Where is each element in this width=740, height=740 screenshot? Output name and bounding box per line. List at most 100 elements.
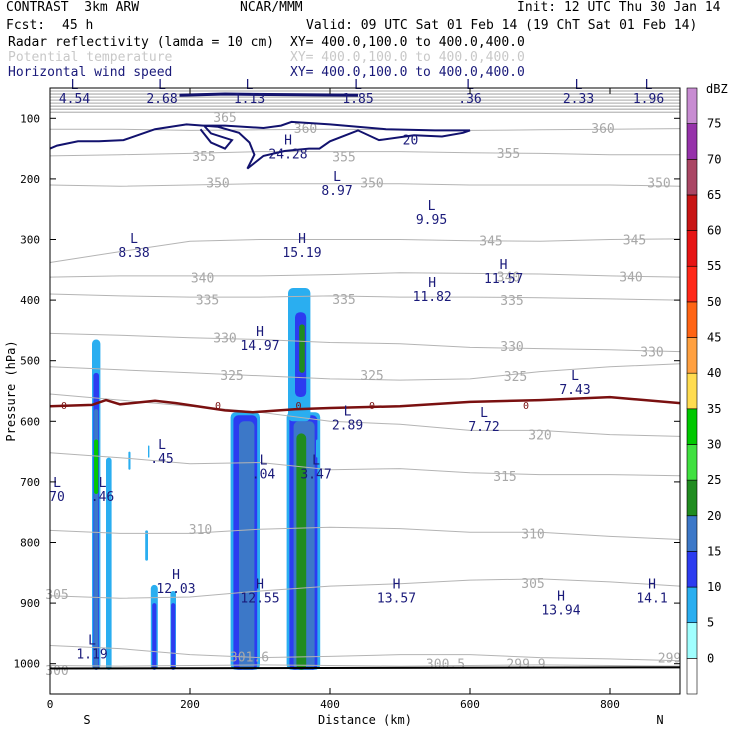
x-tick-label: 200 (180, 698, 200, 711)
colorbar-swatch (686, 87, 698, 124)
reflectivity-cell (239, 421, 255, 670)
plot-frame (49, 87, 681, 695)
extremum-letter: L (354, 78, 362, 93)
extremum-value: 1.85 (342, 92, 373, 107)
freezing-level-label: 0 (523, 401, 529, 412)
theta-label: 350 (360, 177, 383, 192)
colorbar-level-label: 55 (707, 259, 721, 273)
theta-line (49, 452, 681, 477)
extremum-letter: L (158, 438, 166, 453)
colorbar-swatch (686, 479, 698, 517)
theta-line (49, 363, 681, 381)
colorbar-level-label: 75 (707, 117, 721, 131)
extremum-letter: L (344, 405, 352, 420)
colorbar-unit: dBZ (706, 82, 728, 96)
reflectivity-cell (299, 324, 305, 373)
extremum-value: 13.57 (377, 591, 416, 606)
theta-label: 340 (619, 270, 642, 285)
extremum-value: .45 (150, 452, 173, 467)
y-tick-label: 400 (20, 294, 40, 307)
y-tick-label: 200 (20, 173, 40, 186)
extremum-letter: H (428, 276, 436, 291)
theta-label: 360 (591, 122, 614, 137)
extremum-letter: L (53, 476, 61, 491)
extremum-letter: L (130, 232, 138, 247)
y-tick-label: 800 (20, 537, 40, 550)
theta-line (49, 332, 681, 353)
theta-line (49, 272, 681, 278)
theta-label: 305 (45, 588, 68, 603)
ground-line (49, 666, 681, 670)
colorbar-swatch (686, 337, 698, 374)
freezing-level-line (49, 395, 681, 414)
extremum-value: .36 (458, 92, 481, 107)
x-axis-title: Distance (km) (318, 713, 412, 727)
extremum-value: 4.54 (59, 92, 90, 107)
theta-label: 355 (332, 150, 355, 165)
extremum-value: 11.82 (413, 290, 452, 305)
colorbar-level-label: 45 (707, 331, 721, 345)
theta-label: 355 (192, 150, 215, 165)
theta-label: 310 (189, 523, 212, 538)
extremum-value: 13.94 (541, 603, 580, 618)
extremum-letter: L (333, 170, 341, 185)
extremum-value: 8.38 (118, 246, 149, 261)
extremum-value: 15.19 (282, 246, 321, 261)
x-tick-label: 400 (320, 698, 340, 711)
reflectivity-cell (128, 451, 131, 470)
y-tick-label: 500 (20, 355, 40, 368)
field-theta-name: Potential temperature (8, 50, 173, 65)
theta-line (49, 393, 681, 437)
theta-label: 315 (493, 470, 516, 485)
theta-line (49, 183, 681, 187)
extremum-value: 2.33 (563, 92, 594, 107)
extremum-letter: H (648, 577, 656, 592)
extremum-value: 2.89 (332, 419, 363, 434)
extremum-letter: H (172, 568, 180, 583)
colorbar-level-label: 0 (707, 651, 714, 665)
extremum-value: 1.13 (234, 92, 265, 107)
theta-label: 325 (360, 369, 383, 384)
extremum-value: 1.19 (76, 648, 107, 663)
wind-contour-20 (49, 120, 471, 170)
reflectivity-cell (145, 530, 148, 561)
freezing-level: 0 0 0 0 0 (49, 395, 681, 414)
y-tick-label: 600 (20, 415, 40, 428)
extremum-value: 9.95 (416, 213, 447, 228)
colorbar-swatch (686, 551, 698, 588)
extremum-letter: H (256, 325, 264, 340)
freezing-level-label: 0 (369, 401, 375, 412)
extremum-letter: H (298, 232, 306, 247)
freezing-level-label: 0 (295, 401, 301, 412)
x-tick-label: 800 (600, 698, 620, 711)
y-tick-label: 100 (20, 112, 40, 125)
freezing-level-label: 0 (61, 401, 67, 412)
extremum-letter: L (71, 78, 79, 93)
extremum-value: 14.1 (636, 591, 667, 606)
theta-line (49, 293, 681, 301)
field-reflectivity-xy: XY= 400.0,100.0 to 400.0,400.0 (290, 35, 525, 50)
theta-label: 345 (623, 234, 646, 249)
reflectivity-cell (296, 433, 307, 670)
forecast-label: Fcst: (6, 18, 46, 33)
extremum-value: 12.55 (240, 591, 279, 606)
wind-contour-label: 20 (403, 134, 419, 149)
extremum-value: 14.97 (240, 339, 279, 354)
colorbar-swatch (686, 194, 698, 231)
colorbar-swatch (686, 622, 698, 659)
field-reflectivity-name: Radar reflectivity (lamda = 10 cm) (8, 35, 275, 50)
theta-label: 345 (479, 235, 502, 250)
extremum-value: 12.03 (156, 582, 195, 597)
theta-label: 355 (497, 147, 520, 162)
theta-label: 350 (206, 177, 229, 192)
reflectivity-cell (171, 603, 176, 670)
extremum-letter: L (428, 199, 436, 214)
extremum-value: 11.57 (484, 272, 523, 287)
theta-line (49, 645, 681, 662)
extremum-letter: H (557, 589, 565, 604)
colorbar-swatch (686, 408, 698, 445)
extremum-value: 2.68 (146, 92, 177, 107)
colorbar-level-label: 20 (707, 509, 721, 523)
colorbar-swatch (686, 301, 698, 338)
colorbar-level-label: 35 (707, 402, 721, 416)
